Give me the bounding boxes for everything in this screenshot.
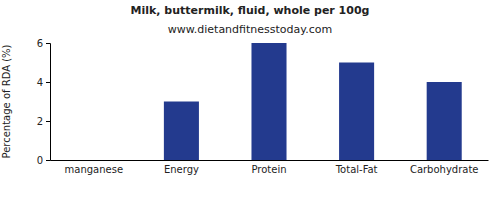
y-tick: 2 bbox=[37, 116, 50, 127]
y-axis-title: Percentage of RDA (%) bbox=[1, 44, 12, 158]
x-tick: Protein bbox=[251, 160, 286, 175]
bar bbox=[339, 63, 374, 161]
y-tick-mark bbox=[46, 121, 50, 122]
y-tick-mark bbox=[46, 82, 50, 83]
y-tick-label: 0 bbox=[37, 155, 43, 166]
y-tick: 4 bbox=[37, 77, 50, 88]
x-axis-line bbox=[51, 160, 489, 161]
x-tick-label: Total-Fat bbox=[335, 164, 378, 175]
y-tick: 0 bbox=[37, 155, 50, 166]
y-axis: 0 2 4 6 bbox=[37, 38, 51, 166]
title: Milk, buttermilk, fluid, whole per 100g bbox=[131, 4, 370, 17]
bar bbox=[164, 102, 199, 161]
x-axis: manganese Energy Protein Total-Fat Carbohydr… bbox=[51, 160, 489, 175]
y-tick-mark bbox=[46, 43, 50, 44]
y-tick: 6 bbox=[37, 38, 50, 49]
y-tick-label: 6 bbox=[37, 38, 43, 49]
y-tick-label: 2 bbox=[37, 116, 43, 127]
x-tick-label: manganese bbox=[65, 164, 124, 175]
bar bbox=[76, 160, 111, 161]
plot: 0 2 4 6 manganese Energy Protein Total-Fat Carbo… bbox=[37, 38, 489, 175]
bar bbox=[251, 43, 286, 160]
y-tick-label: 4 bbox=[37, 77, 43, 88]
x-tick-label: Energy bbox=[164, 164, 199, 175]
x-tick: Total-Fat bbox=[335, 160, 378, 175]
bars bbox=[164, 43, 462, 160]
y-axis-line bbox=[46, 44, 51, 161]
x-tick: Energy bbox=[164, 160, 199, 175]
x-tick-label: Carbohydrate bbox=[410, 164, 479, 175]
bar bbox=[427, 82, 462, 160]
subtitle: www.dietandfitnesstoday.com bbox=[168, 23, 332, 36]
x-tick-label: Protein bbox=[251, 164, 286, 175]
x-tick: Carbohydrate bbox=[410, 160, 479, 175]
chart: Milk, buttermilk, fluid, whole per 100g w… bbox=[0, 0, 500, 200]
x-tick: manganese bbox=[65, 160, 124, 175]
y-tick-mark bbox=[46, 160, 50, 161]
